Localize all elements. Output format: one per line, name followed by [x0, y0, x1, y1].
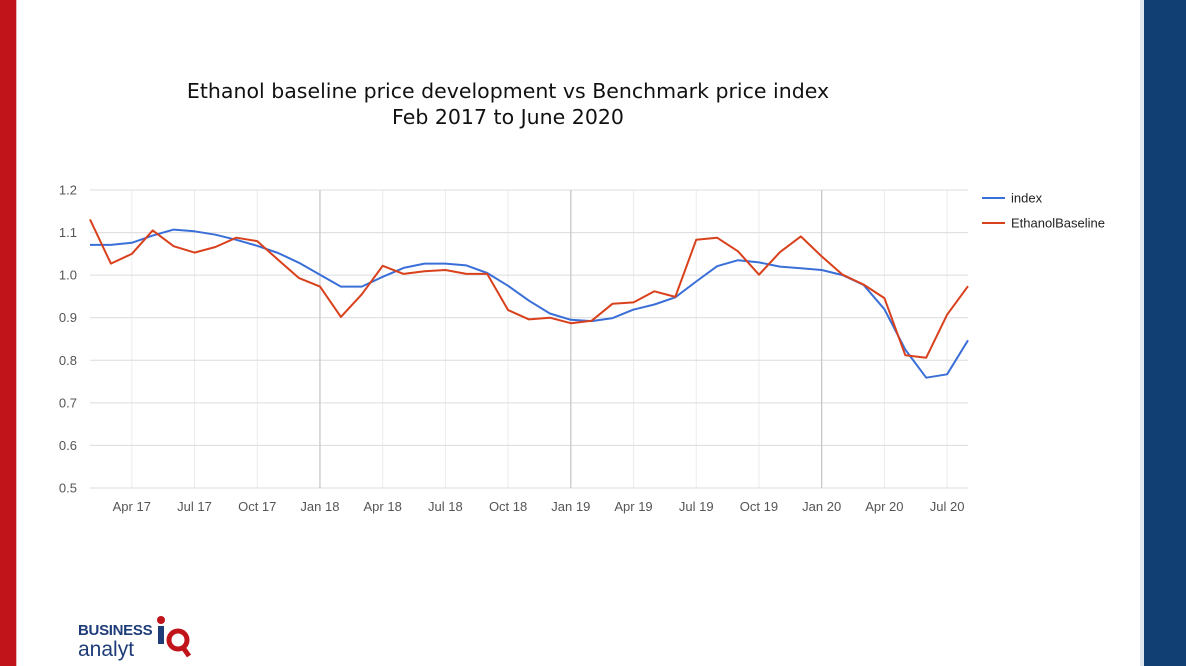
y-tick-label: 1.1: [59, 225, 77, 240]
x-tick-label: Oct 18: [489, 499, 527, 514]
right-accent-bar: [1144, 0, 1186, 666]
line-chart: 1.2 1.1 1.0 0.9 0.8 0.7 0.6 0.5 Apr 17 Jul 17 Oct …: [59, 183, 1105, 515]
logo-text-business: BUSINESS: [78, 622, 153, 639]
logo-iq-mark: [157, 616, 192, 658]
y-tick-label: 1.0: [59, 268, 77, 283]
left-accent-bar: [0, 0, 16, 666]
x-tick-label: Apr 18: [364, 499, 402, 514]
series-line-ethanolbaseline: [89, 218, 969, 359]
series-line-index: [90, 228, 969, 379]
x-tick-label: Apr 20: [865, 499, 903, 514]
x-tick-label: Jul 17: [177, 499, 212, 514]
y-tick-label: 0.5: [59, 481, 77, 496]
x-tick-label: Apr 19: [614, 499, 652, 514]
y-tick-label: 0.9: [59, 310, 77, 325]
x-tick-label: Jan 18: [300, 499, 339, 514]
left-accent-line: [16, 0, 17, 666]
x-tick-label: Oct 19: [740, 499, 778, 514]
x-tick-label: Jul 19: [679, 499, 714, 514]
y-tick-label: 0.7: [59, 395, 77, 410]
right-accent-line: [1140, 0, 1144, 666]
business-analytiq-logo: BUSINESS analyt: [78, 612, 208, 666]
x-tick-label: Jan 19: [551, 499, 590, 514]
x-tick-label: Oct 17: [238, 499, 276, 514]
x-tick-label: Jul 18: [428, 499, 463, 514]
x-tick-label: Jan 20: [802, 499, 841, 514]
x-tick-label: Jul 20: [930, 499, 965, 514]
logo-text-analyt: analyt: [78, 638, 135, 661]
x-tick-label: Apr 17: [113, 499, 151, 514]
legend-label-index: index: [1011, 191, 1043, 206]
chart-title-line2: Feb 2017 to June 2020: [392, 105, 624, 129]
chart-title-line1: Ethanol baseline price development vs Be…: [186, 79, 830, 103]
y-tick-label: 0.8: [59, 353, 77, 368]
y-tick-label: 1.2: [59, 183, 77, 198]
legend-label-ethanolbaseline: EthanolBaseline: [1011, 216, 1105, 231]
y-tick-label: 0.6: [59, 438, 77, 453]
chart-title: Ethanol baseline price development vs Be…: [100, 78, 916, 130]
